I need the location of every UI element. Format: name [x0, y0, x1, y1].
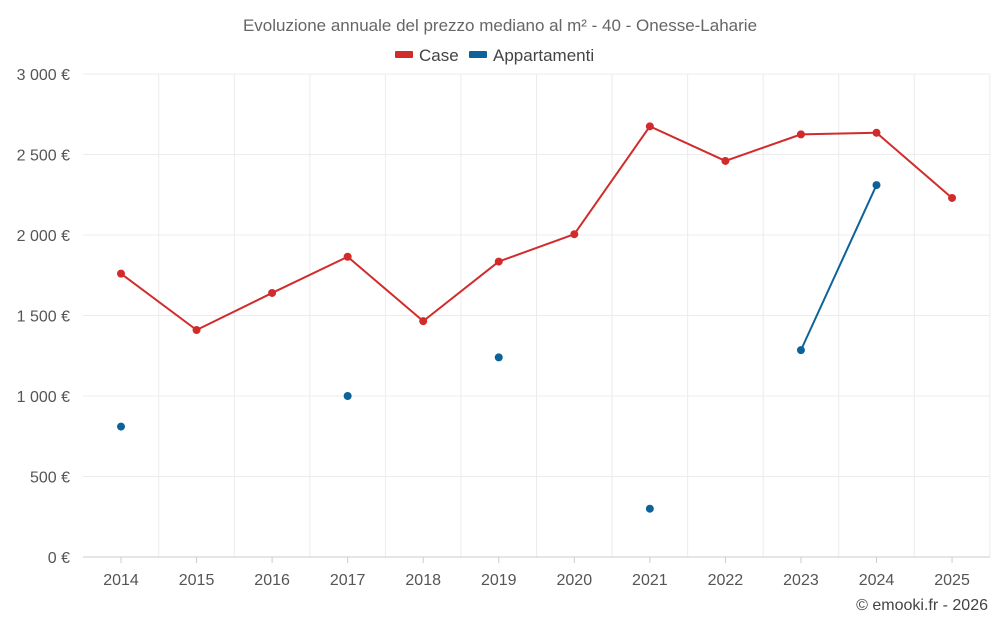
series-line-segment-case [724, 133, 802, 162]
x-tick-label: 2020 [557, 572, 593, 589]
x-tick-label: 2017 [330, 572, 366, 589]
x-tick-label: 2021 [632, 572, 668, 589]
y-axis: 0 € 500 € 1 000 € 1 500 € 2 000 € 2 500 € 3 00… [17, 67, 70, 567]
x-tick-label: 2015 [179, 572, 215, 589]
legend-item-appartamenti[interactable]: Appartamenti [469, 46, 594, 65]
series-line-segment-case [120, 272, 198, 331]
series-case [117, 122, 957, 334]
legend: Case Appartamenti [395, 46, 594, 65]
data-point-case[interactable] [268, 288, 277, 297]
data-point-case[interactable] [872, 128, 881, 137]
data-point-appartamenti[interactable] [343, 392, 352, 400]
data-point-appartamenti[interactable] [796, 346, 805, 355]
y-tick-label: 0 € [48, 550, 70, 567]
data-point-case[interactable] [796, 130, 805, 139]
x-tick-label: 2019 [481, 572, 517, 589]
series-line-segment-appartamenti [799, 184, 878, 352]
grid [83, 73, 991, 557]
x-tick-label: 2023 [783, 572, 819, 589]
data-point-case[interactable] [570, 230, 579, 239]
series-line-segment-case [573, 125, 651, 236]
series-line-segment-case [799, 131, 878, 136]
data-point-case[interactable] [419, 317, 428, 326]
y-tick-label: 3 000 € [17, 67, 70, 84]
series-line-segment-case [875, 131, 954, 199]
chart-title: Evoluzione annuale del prezzo mediano al… [243, 16, 757, 35]
y-tick-label: 500 € [30, 470, 70, 487]
data-point-case[interactable] [645, 122, 654, 131]
data-point-case[interactable] [343, 252, 352, 261]
data-point-appartamenti[interactable] [645, 504, 654, 513]
series-appartamenti [117, 181, 881, 513]
y-tick-label: 1 500 € [17, 309, 70, 326]
credit-text: © emooki.fr - 2026 [856, 597, 988, 614]
data-point-appartamenti[interactable] [117, 422, 125, 431]
x-tick-label: 2016 [254, 572, 290, 589]
series-line-segment-case [195, 291, 274, 331]
x-tick-label: 2024 [859, 572, 895, 589]
legend-label-appartamenti: Appartamenti [493, 46, 594, 65]
series-line-segment-case [497, 233, 576, 263]
series-line-segment-case [422, 260, 500, 323]
data-point-case[interactable] [117, 269, 125, 278]
y-tick-label: 2 000 € [17, 228, 70, 245]
x-tick-label: 2022 [708, 572, 744, 589]
series-line-segment-case [346, 255, 425, 323]
data-point-case[interactable] [721, 156, 730, 165]
series-layer [117, 122, 957, 513]
y-tick-label: 1 000 € [17, 389, 70, 406]
x-axis: 2014 2015 2016 2017 2018 2019 2020 2021 2022 2023… [83, 556, 990, 589]
series-line-segment-case [271, 255, 349, 294]
series-line-segment-case [648, 125, 727, 162]
x-tick-label: 2018 [405, 572, 441, 589]
legend-item-case[interactable]: Case [395, 46, 459, 65]
x-tick-label: 2025 [934, 572, 970, 589]
data-point-appartamenti[interactable] [872, 181, 881, 190]
legend-label-case: Case [419, 46, 459, 65]
data-point-case[interactable] [494, 257, 503, 266]
x-tick-label: 2014 [103, 572, 139, 589]
data-point-case[interactable] [948, 193, 957, 202]
data-point-case[interactable] [192, 325, 201, 334]
legend-swatch-appartamenti [469, 51, 487, 58]
legend-swatch-case [395, 51, 413, 58]
data-point-appartamenti[interactable] [494, 353, 503, 362]
y-tick-label: 2 500 € [17, 148, 70, 165]
